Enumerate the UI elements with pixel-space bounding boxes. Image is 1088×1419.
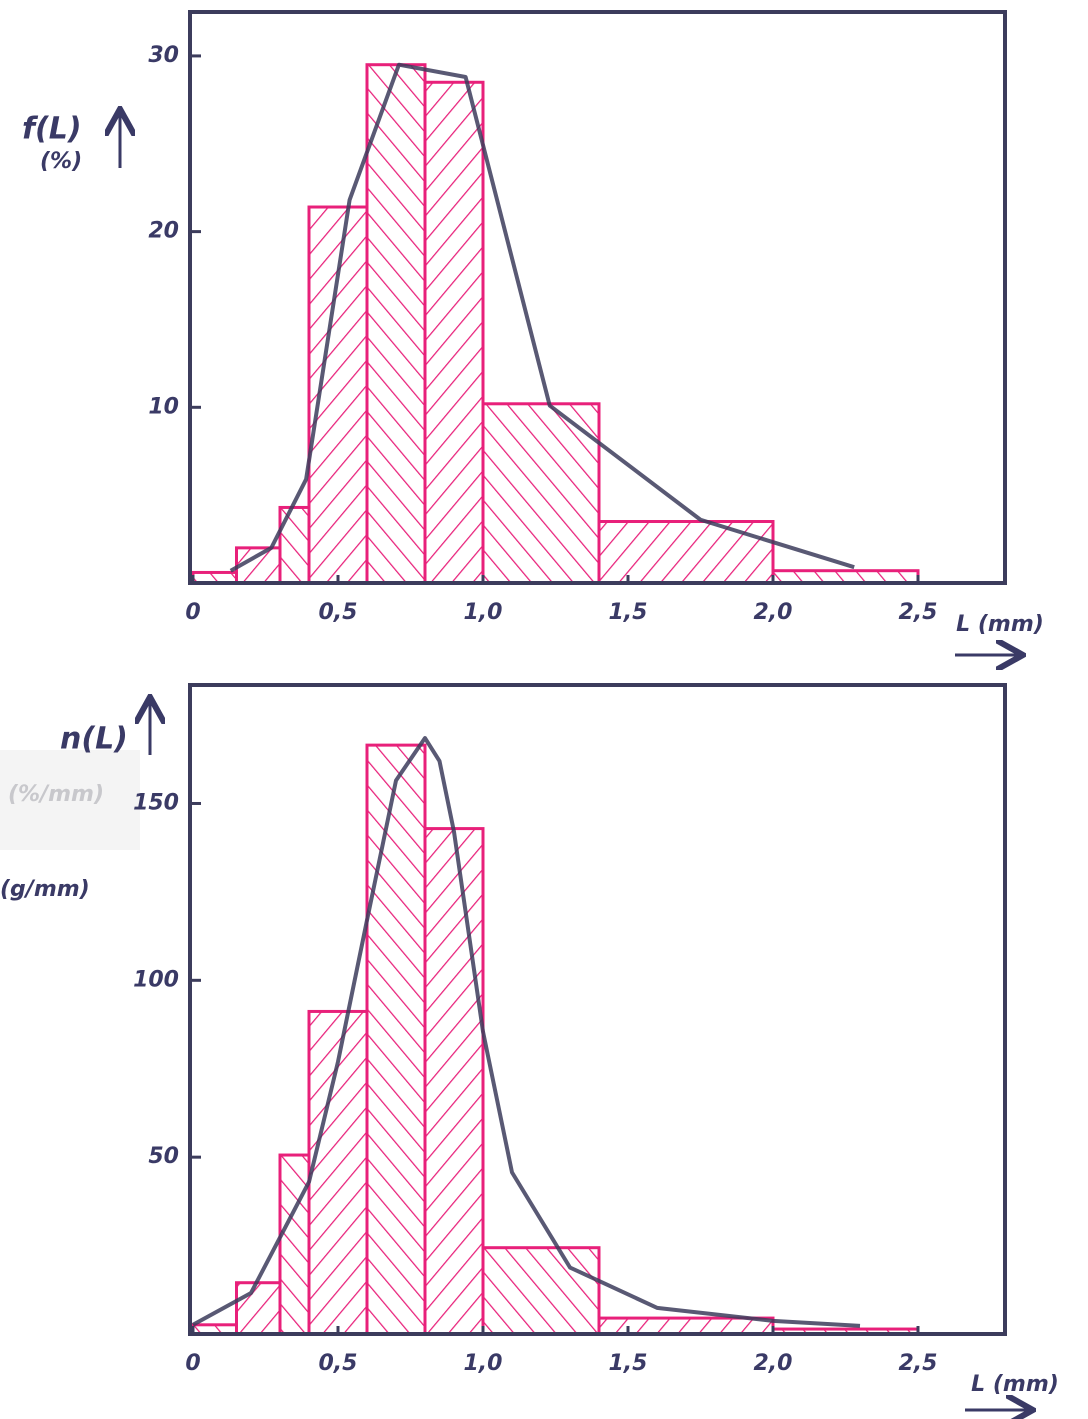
x-tick-label: 1,0 <box>464 1351 503 1376</box>
label-patch <box>0 750 140 850</box>
plot-frame <box>188 683 1007 1336</box>
bar <box>597 1316 775 1336</box>
y-axis-unit: (g/mm) <box>0 877 90 902</box>
y-tick-label: 10 <box>148 394 179 419</box>
y-axis-label: n(L) <box>60 722 128 757</box>
x-tick-label: 2,0 <box>754 600 793 625</box>
x-tick-label: 1,0 <box>464 600 503 625</box>
bar <box>423 827 485 1336</box>
curve <box>229 62 855 573</box>
bar <box>597 520 775 585</box>
bar <box>481 402 601 585</box>
y-tick-label: 20 <box>148 219 179 244</box>
y-axis-unit: (%) <box>40 149 82 174</box>
x-tick-label: 2,0 <box>754 1351 793 1376</box>
x-tick-label: 2,5 <box>899 600 938 625</box>
x-tick-label: 2,5 <box>899 1351 938 1376</box>
curve <box>192 736 861 1328</box>
x-tick-label: 0 <box>185 1351 200 1376</box>
y-tick-label: 50 <box>148 1144 179 1169</box>
bar <box>278 1153 311 1336</box>
y-tick-label: 30 <box>148 43 179 68</box>
y-tick-label: 150 <box>133 790 179 815</box>
x-tick-label: 1,5 <box>609 1351 648 1376</box>
x-tick-label: 0,5 <box>319 600 358 625</box>
x-tick-label: 0,5 <box>319 1351 358 1376</box>
y-tick-label: 100 <box>133 967 179 992</box>
x-axis-label: L (mm) <box>971 1372 1059 1397</box>
y-axis-label: f(L) <box>22 112 82 147</box>
x-tick-label: 1,5 <box>609 600 648 625</box>
bar <box>365 743 427 1336</box>
bar <box>423 80 485 585</box>
y-axis-unit-alt: (%/mm) <box>8 782 104 807</box>
x-tick-label: 0 <box>185 600 200 625</box>
x-axis-label: L (mm) <box>956 612 1044 637</box>
bar <box>235 1281 282 1336</box>
bar <box>481 1246 601 1336</box>
plot-frame <box>188 10 1007 585</box>
bar <box>365 63 427 585</box>
